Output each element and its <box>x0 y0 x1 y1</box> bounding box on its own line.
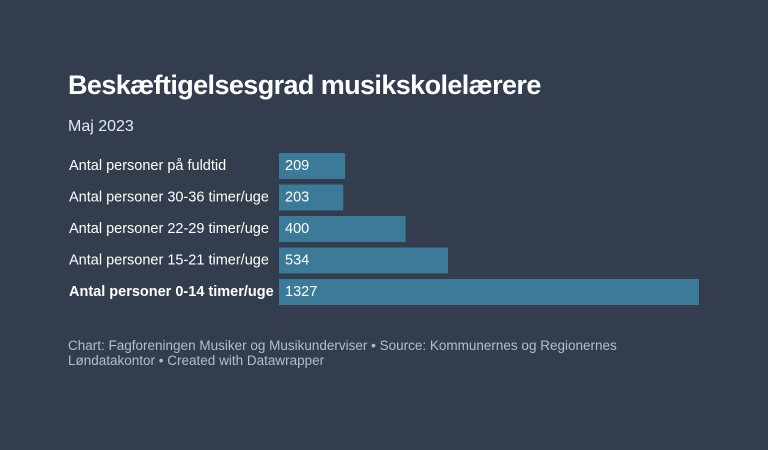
chart-title: Beskæftigelsesgrad musikskolelærere <box>68 70 541 100</box>
value-label: 534 <box>285 253 309 269</box>
bar <box>279 216 406 242</box>
category-label: Antal personer på fuldtid <box>69 158 226 174</box>
category-label: Antal personer 22-29 timer/uge <box>69 221 269 237</box>
bar <box>279 279 699 305</box>
value-label: 400 <box>285 221 309 237</box>
value-label: 203 <box>285 190 309 206</box>
category-label: Antal personer 0-14 timer/uge <box>69 284 274 300</box>
bar <box>279 184 344 211</box>
value-label: 209 <box>285 158 309 174</box>
category-label: Antal personer 15-21 timer/uge <box>69 253 269 269</box>
category-label: Antal personer 30-36 timer/uge <box>69 190 269 206</box>
bar <box>279 247 449 274</box>
bar <box>279 153 346 179</box>
value-label: 1327 <box>285 284 317 300</box>
chart-footer: Chart: Fagforeningen Musiker og Musikund… <box>68 338 617 368</box>
chart-subtitle: Maj 2023 <box>68 118 134 135</box>
